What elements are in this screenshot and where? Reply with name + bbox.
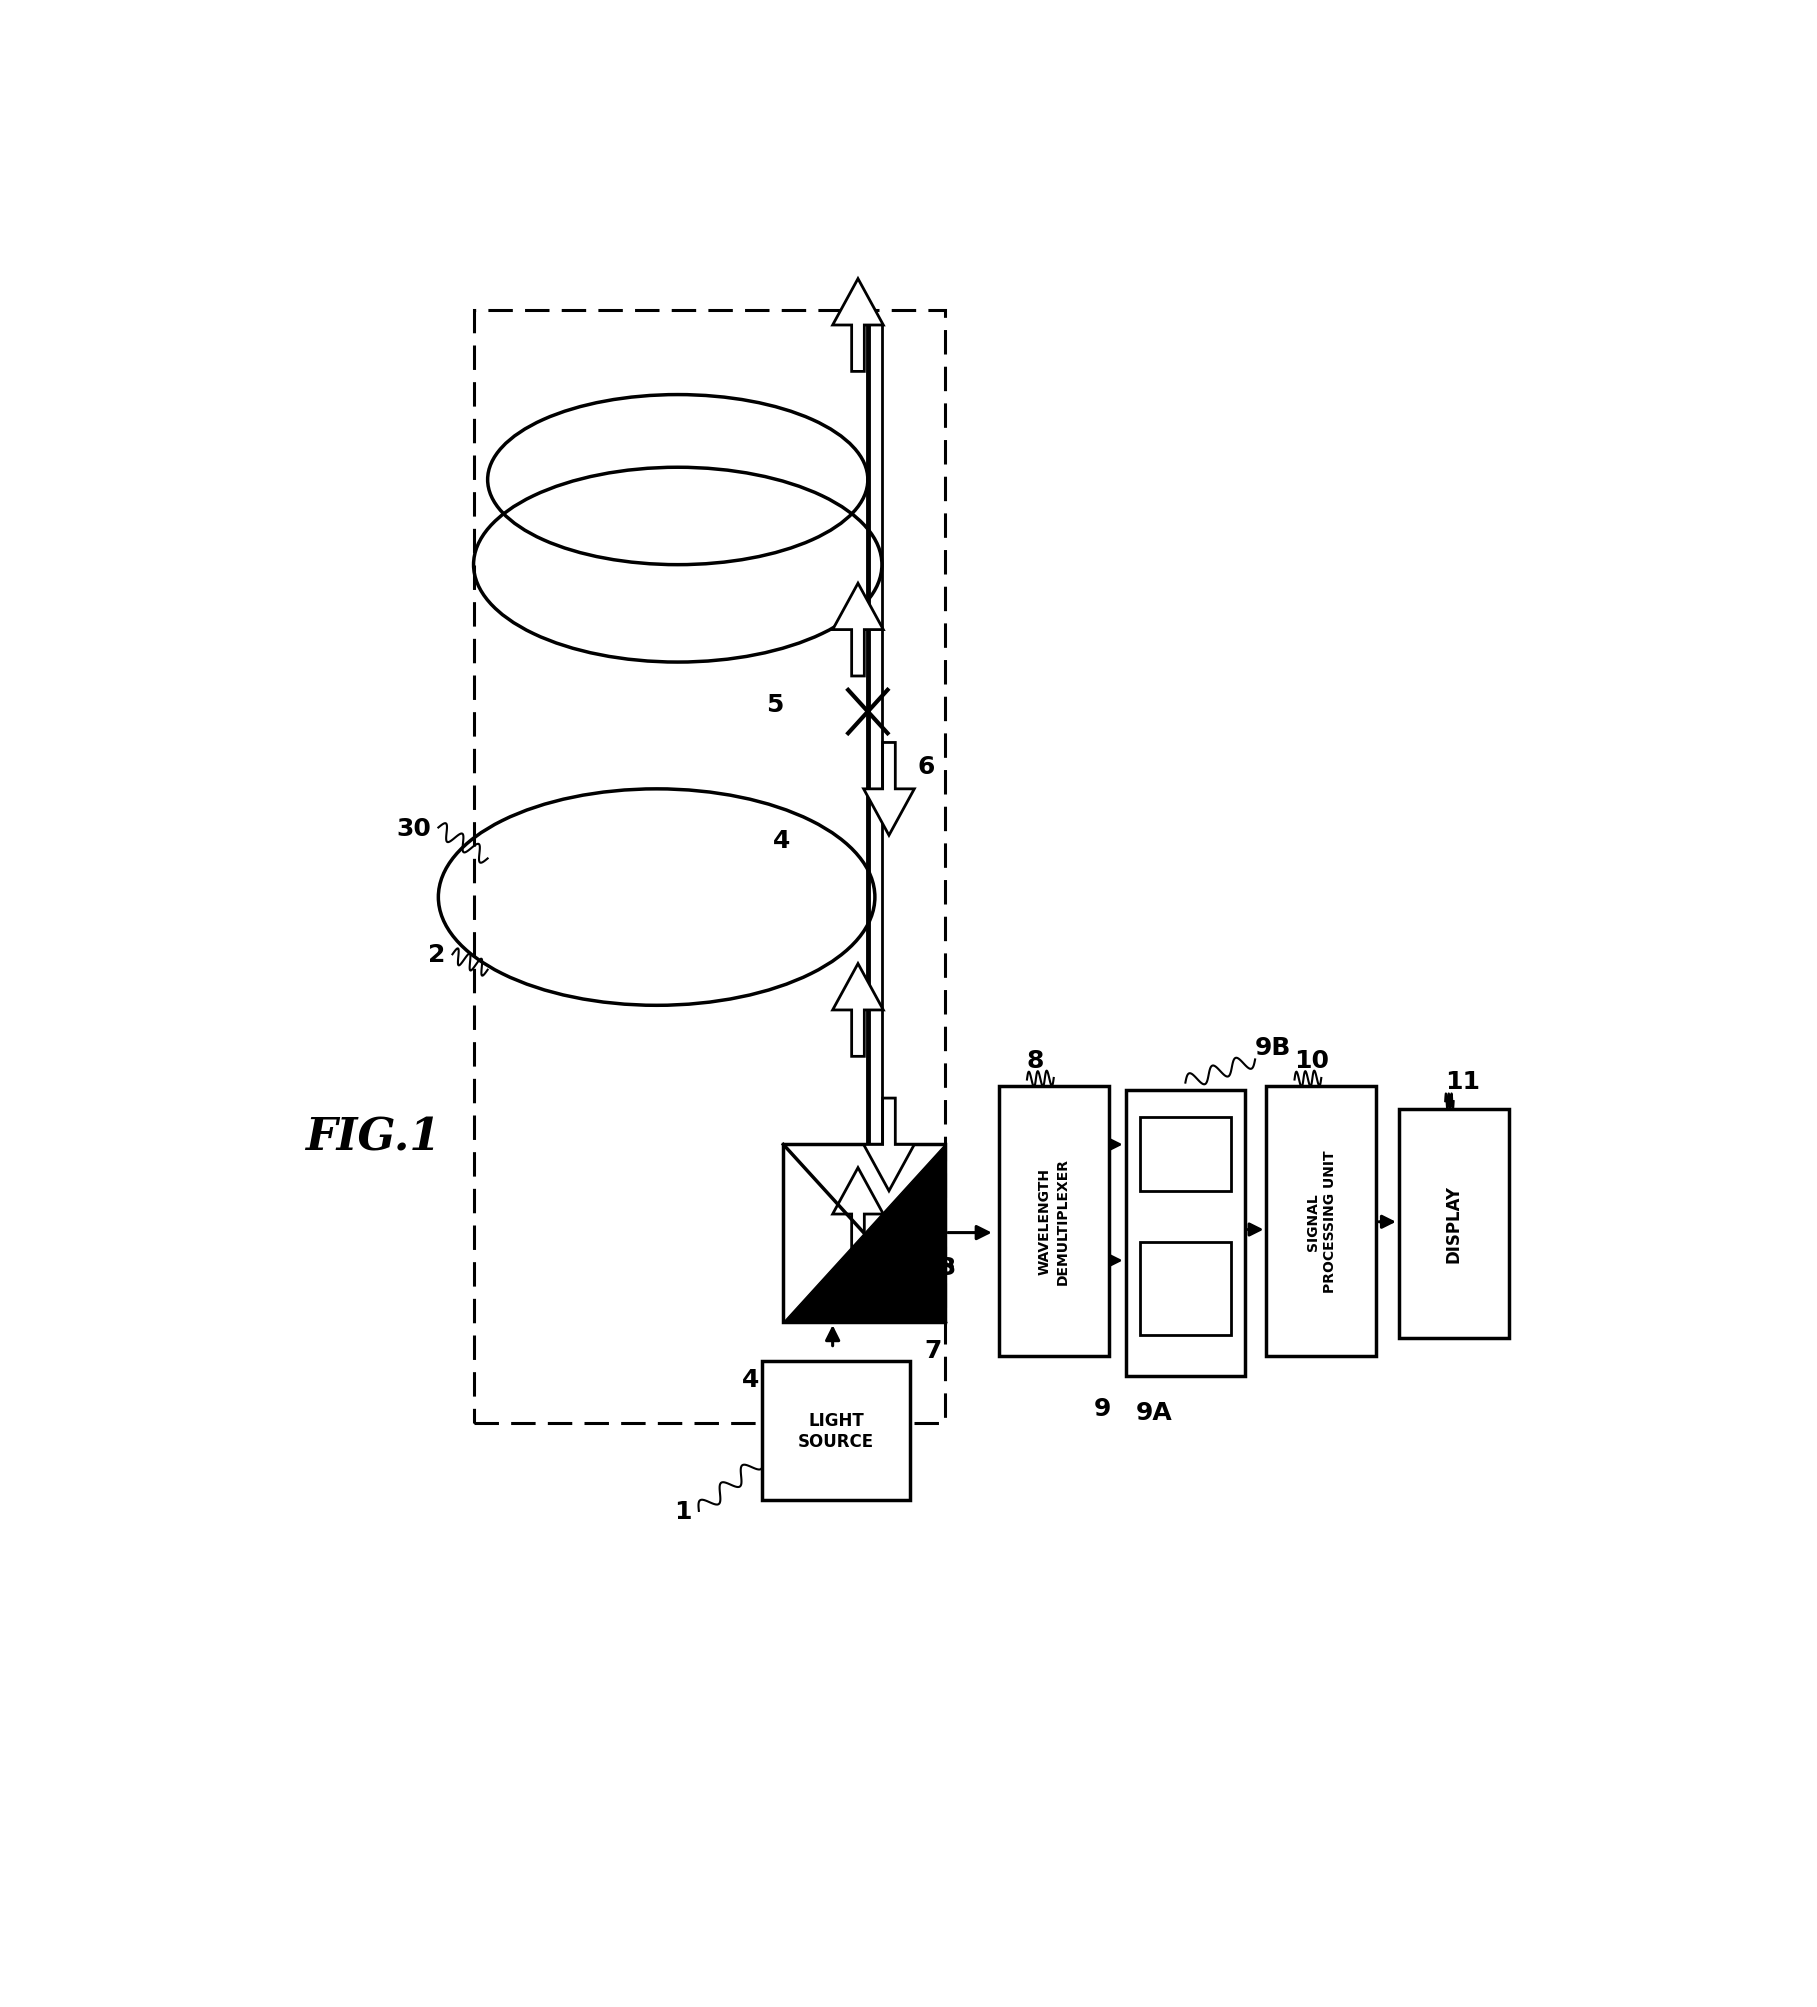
Text: LIGHT
SOURCE: LIGHT SOURCE	[798, 1411, 874, 1451]
Text: 2: 2	[429, 943, 445, 967]
Text: 10: 10	[1294, 1048, 1330, 1072]
Polygon shape	[863, 743, 914, 835]
Polygon shape	[832, 963, 883, 1058]
Bar	[999, 1086, 1108, 1357]
Text: 3: 3	[938, 1254, 956, 1278]
Bar	[474, 311, 945, 1423]
Polygon shape	[832, 279, 883, 371]
Text: DISPLAY: DISPLAY	[1445, 1184, 1463, 1262]
Text: 9A: 9A	[1136, 1401, 1172, 1423]
Text: 5: 5	[767, 692, 783, 716]
Bar	[1266, 1086, 1375, 1357]
Bar	[1399, 1110, 1508, 1339]
Polygon shape	[832, 584, 883, 676]
Text: 9: 9	[1094, 1397, 1112, 1421]
Polygon shape	[863, 1098, 914, 1192]
Text: 9B: 9B	[1256, 1036, 1292, 1060]
Text: 4: 4	[772, 829, 790, 853]
Text: 30: 30	[396, 817, 431, 841]
Text: FIG.1: FIG.1	[305, 1116, 440, 1158]
Text: 1: 1	[674, 1499, 692, 1523]
Bar	[783, 1144, 945, 1323]
Text: 11: 11	[1445, 1070, 1481, 1094]
Polygon shape	[832, 1168, 883, 1260]
Text: WAVELENGTH
DEMULTIPLEXER: WAVELENGTH DEMULTIPLEXER	[1038, 1158, 1070, 1284]
Text: 7: 7	[925, 1339, 941, 1363]
Text: 8: 8	[1027, 1048, 1045, 1072]
Bar	[1125, 1090, 1245, 1377]
Text: 4: 4	[741, 1369, 760, 1391]
Polygon shape	[783, 1144, 945, 1323]
Bar	[763, 1361, 910, 1501]
Text: SIGNAL
PROCESSING UNIT: SIGNAL PROCESSING UNIT	[1306, 1150, 1337, 1293]
Bar	[1139, 1242, 1232, 1335]
Text: 6: 6	[918, 755, 934, 779]
Bar	[1139, 1118, 1232, 1192]
